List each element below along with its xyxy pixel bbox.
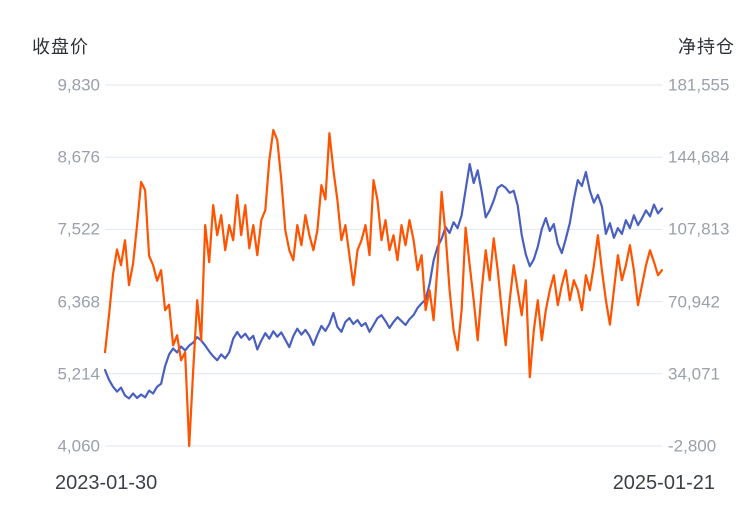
right-axis-tick: 107,813 xyxy=(668,219,730,239)
left-axis-tick: 8,676 xyxy=(57,147,100,167)
gridlines xyxy=(105,84,662,447)
right-axis-tick: 181,555 xyxy=(668,75,730,95)
left-axis-title: 收盘价 xyxy=(32,37,89,57)
left-axis-tick: 4,060 xyxy=(57,436,100,456)
right-axis-tick: 144,684 xyxy=(668,147,730,167)
left-axis-tick: 9,830 xyxy=(57,75,100,95)
left-axis-tick: 5,214 xyxy=(57,364,100,384)
right-axis-tick: 34,071 xyxy=(668,364,720,384)
x-axis-end-date: 2025-01-21 xyxy=(612,472,715,494)
series-line-left xyxy=(103,128,664,448)
right-axis-tick: -2,800 xyxy=(668,436,717,456)
right-axis-title: 净持仓 xyxy=(678,37,735,57)
x-axis-start-date: 2023-01-30 xyxy=(55,472,158,494)
series-line-right xyxy=(103,162,664,400)
right-axis-tick: 70,942 xyxy=(668,292,720,312)
left-axis-tick: 6,368 xyxy=(57,292,100,312)
left-axis-tick: 7,522 xyxy=(57,219,100,239)
series-lines xyxy=(103,128,664,448)
